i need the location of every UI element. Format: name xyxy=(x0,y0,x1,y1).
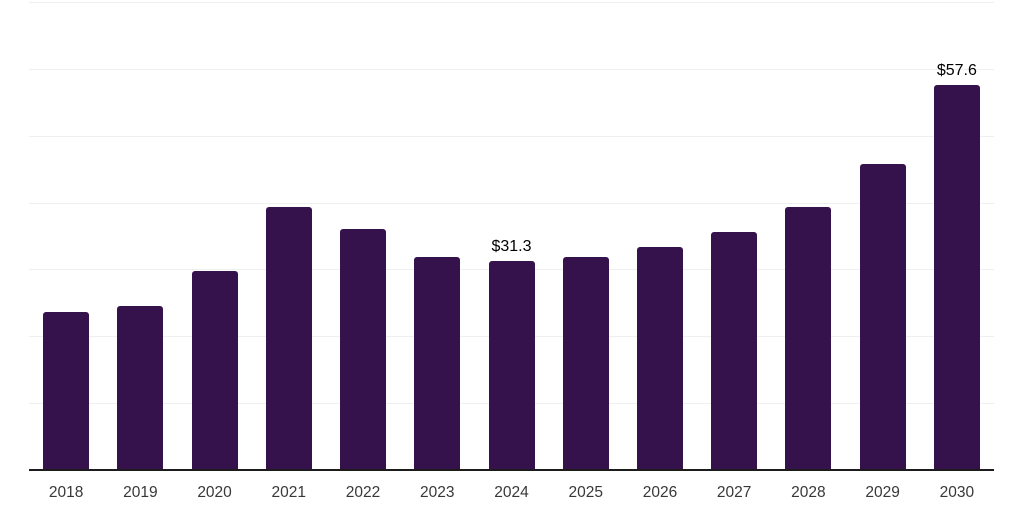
bar-2026 xyxy=(636,247,683,470)
x-axis-line xyxy=(29,469,994,471)
bar-2027 xyxy=(711,232,758,470)
x-tick-label-2029: 2029 xyxy=(865,484,900,501)
bar-2029 xyxy=(859,163,906,470)
x-tick-label-2021: 2021 xyxy=(271,484,307,501)
gridline-50 xyxy=(29,135,994,137)
x-tick-label-2025: 2025 xyxy=(568,484,603,501)
x-tick-label-2028: 2028 xyxy=(791,484,826,501)
value-label-2030: $57.6 xyxy=(936,61,977,79)
x-tick-label-2022: 2022 xyxy=(345,484,381,501)
x-tick-label-2027: 2027 xyxy=(716,484,752,501)
gridline-60 xyxy=(29,68,994,70)
bar-2022 xyxy=(340,229,387,470)
x-tick-label-2026: 2026 xyxy=(642,484,678,501)
bar-2024 xyxy=(488,260,535,470)
bar-2028 xyxy=(785,206,832,470)
plot-area: $31.3 $57.6 xyxy=(29,2,994,470)
bar-2020 xyxy=(191,270,238,470)
bar-2025 xyxy=(562,256,609,470)
bar-2030 xyxy=(933,84,980,470)
value-label-2024: $31.3 xyxy=(491,237,532,255)
x-tick-label-2030: 2030 xyxy=(939,484,975,501)
gridline-40 xyxy=(29,202,994,204)
bar-2021 xyxy=(265,206,312,470)
bar-2019 xyxy=(117,306,164,470)
gridline-70 xyxy=(29,2,994,3)
x-tick-label-2019: 2019 xyxy=(123,484,158,501)
x-tick-label-2024: 2024 xyxy=(494,484,529,501)
x-tick-label-2020: 2020 xyxy=(197,484,232,501)
bar-2023 xyxy=(414,256,461,470)
bar-2018 xyxy=(43,311,90,470)
x-tick-label-2018: 2018 xyxy=(48,484,84,501)
x-tick-label-2023: 2023 xyxy=(420,484,455,501)
